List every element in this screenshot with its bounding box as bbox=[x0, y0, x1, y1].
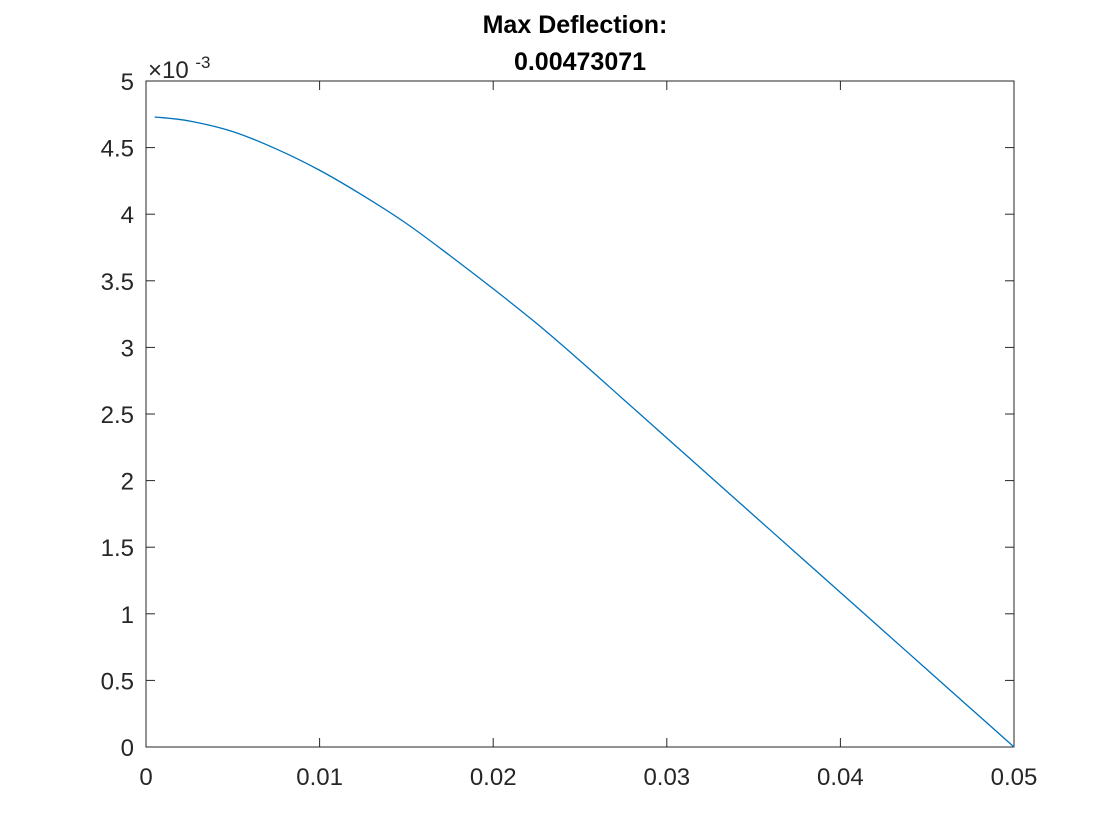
y-tick-label: 1 bbox=[121, 602, 134, 629]
x-tick-label: 0.04 bbox=[817, 764, 864, 791]
x-tick-label: 0.02 bbox=[470, 764, 517, 791]
y-tick-label: 4.5 bbox=[101, 136, 134, 163]
y-tick-label: 2 bbox=[121, 469, 134, 496]
y-tick-label: 0.5 bbox=[101, 668, 134, 695]
y-tick-label: 2.5 bbox=[101, 402, 134, 429]
x-tick-label: 0.05 bbox=[991, 764, 1038, 791]
y-tick-label: 0 bbox=[121, 735, 134, 762]
x-tick-label: 0 bbox=[139, 764, 152, 791]
y-tick-label: 5 bbox=[121, 69, 134, 96]
y-tick-label: 1.5 bbox=[101, 535, 134, 562]
y-tick-label: 3 bbox=[121, 335, 134, 362]
chart-title: Max Deflection: 0.00473071 bbox=[483, 11, 668, 76]
y-axis-exponent-label: ×10 -3 bbox=[148, 53, 211, 84]
y-axis-ticks bbox=[146, 80, 1014, 748]
svg-text:×10 -3: ×10 -3 bbox=[148, 53, 211, 84]
x-axis-tick-labels: 0 0.01 0.02 0.03 0.04 0.05 bbox=[139, 764, 1037, 791]
chart-title-line-2: 0.00473071 bbox=[514, 48, 646, 76]
y-exponent-power: -3 bbox=[195, 53, 210, 72]
x-tick-label: 0.01 bbox=[296, 764, 343, 791]
x-tick-label: 0.03 bbox=[643, 764, 690, 791]
chart-title-line-1: Max Deflection: bbox=[483, 11, 668, 39]
y-axis-tick-labels: 0 0.5 1 1.5 2 2.5 3 3.5 4 4.5 5 bbox=[101, 69, 134, 762]
x-axis-ticks bbox=[145, 81, 1015, 747]
y-tick-label: 3.5 bbox=[101, 269, 134, 296]
deflection-line bbox=[154, 116, 1015, 748]
y-exponent-base: ×10 bbox=[148, 57, 189, 84]
plot-area: 0 0.01 0.02 0.03 0.04 0.05 0 0.5 1 1.5 2 2.5 3 3.5 4 4… bbox=[101, 69, 1038, 791]
y-tick-label: 4 bbox=[121, 202, 134, 229]
